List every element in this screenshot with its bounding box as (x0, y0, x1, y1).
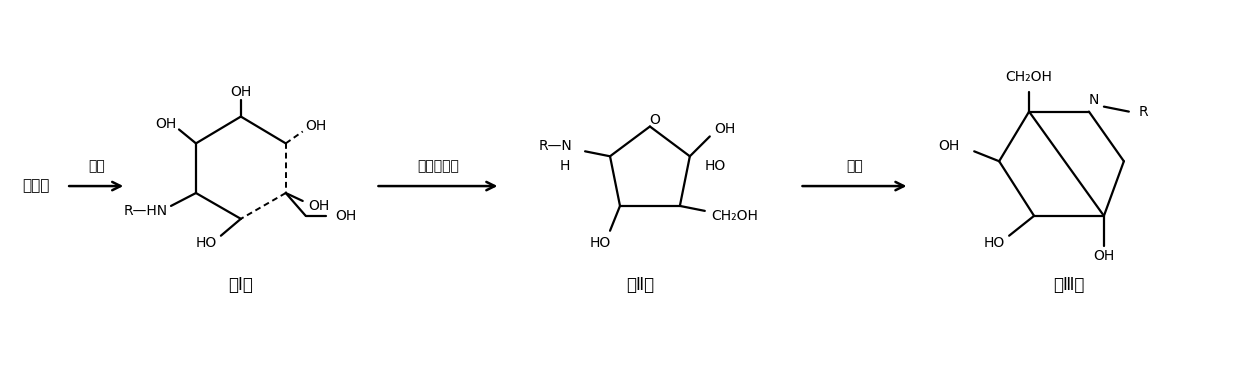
Text: OH: OH (714, 122, 735, 136)
Text: R—N: R—N (538, 139, 572, 153)
Text: HO: HO (704, 159, 727, 173)
Text: CH₂OH: CH₂OH (1006, 70, 1053, 84)
Text: 葡萄糖: 葡萄糖 (22, 179, 50, 194)
Text: HO: HO (589, 236, 610, 250)
Text: OH: OH (231, 85, 252, 99)
Text: HO: HO (196, 236, 217, 250)
Text: 微生物氧化: 微生物氧化 (417, 159, 459, 173)
Text: （Ⅲ）: （Ⅲ） (1053, 276, 1085, 294)
Text: （Ⅰ）: （Ⅰ） (228, 276, 253, 294)
Text: CH₂OH: CH₂OH (712, 209, 758, 223)
Text: OH: OH (305, 120, 326, 133)
Text: R—HN: R—HN (124, 204, 169, 218)
Text: N: N (1089, 93, 1099, 107)
Text: 氢化: 氢化 (846, 159, 863, 173)
Text: 胺化: 胺化 (88, 159, 104, 173)
Text: O: O (650, 113, 661, 127)
Text: OH: OH (937, 139, 960, 153)
Text: HO: HO (983, 236, 1004, 250)
Text: OH: OH (335, 209, 356, 223)
Text: OH: OH (308, 199, 330, 213)
Text: R: R (1140, 105, 1148, 118)
Text: H: H (560, 159, 570, 173)
Text: （Ⅱ）: （Ⅱ） (626, 276, 653, 294)
Text: OH: OH (1094, 249, 1115, 263)
Text: OH: OH (155, 117, 176, 131)
